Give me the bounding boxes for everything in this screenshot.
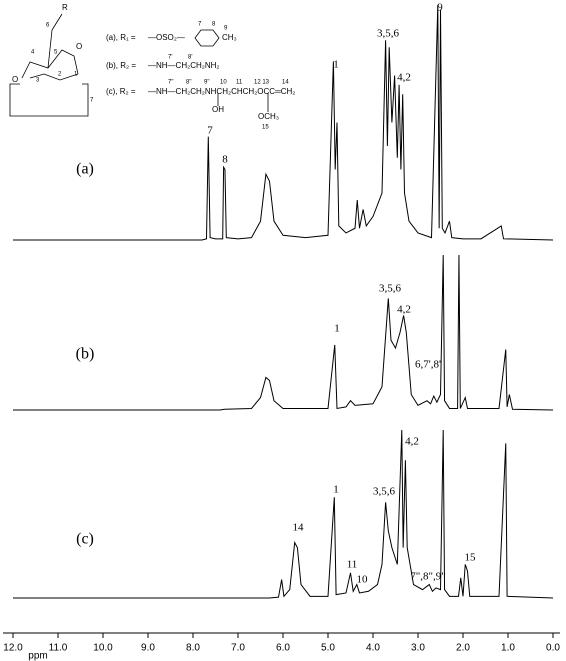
x-tick-label: 3.0 [411,643,425,654]
inset-text: 4 [31,50,35,56]
x-tick-label: 1.0 [501,643,515,654]
inset-text: (c), R₂ = [106,87,136,96]
inset-text: 7 [198,22,202,28]
inset-text: 9" [204,80,209,86]
inset-text: 8' [188,55,192,61]
inset-text: OH [212,105,224,114]
spectrum-line [13,4,554,241]
inset-text: (b), R₂ = [106,61,136,70]
inset-text: 11 [236,80,243,86]
bond [51,13,63,31]
peak-label: 9 [437,2,443,14]
peak-label: 6,7',8' [415,359,441,371]
inset-labels: R 6 5 4 O O 3 2 1 7 (a), R₁ = —OSO₂— CH₃… [12,3,295,130]
inset-text: 7' [168,55,172,61]
peak-label: 8 [222,154,228,166]
structure-inset [9,13,269,117]
x-tick-label: 10.0 [93,643,113,654]
inset-text: 5 [54,50,58,56]
x-tick-label: 8.0 [186,643,200,654]
x-tick-label: 9.0 [141,643,155,654]
inset-text: —NH—CH₂CH₂NHCH₂CHCH₂OCC═CH₂ [148,87,295,96]
peak-label: 10 [357,574,369,586]
inset-text: 3 [36,78,40,84]
peak-label: 11 [347,559,358,571]
inset-text: 10 [220,80,227,86]
inset-text: R [62,3,68,12]
inset-text: 14 [282,80,289,86]
panel-label: (b) [76,346,95,363]
inset-text: 8" [186,80,191,86]
inset-text: O [12,75,18,84]
peak-label: 15 [465,552,477,564]
inset-text: 1 [74,72,78,78]
panel-label: (c) [76,531,94,548]
peak-label: 1 [333,59,339,71]
inset-text: 2 [58,72,62,78]
x-axis-label: ppm [28,651,47,661]
inset-text: 12 13 [254,80,270,86]
peak-label: 4,2 [397,72,411,84]
peak-label: 14 [293,522,305,534]
x-tick-label: 12.0 [3,643,23,654]
x-tick-label: 11.0 [49,643,68,654]
inset-text: CH₃ [222,33,237,42]
benzene-ring [194,29,220,47]
inset-text: 9 [224,26,228,32]
x-tick-label: 4.0 [366,643,380,654]
peak-label: 1 [334,323,340,335]
inset-text: 6 [46,23,50,29]
bond [47,29,53,69]
peak-label: 7 [207,125,213,137]
inset-text: 7 [90,98,94,104]
bracket [9,83,89,117]
peak-label: 3,5,6 [373,486,396,498]
inset-text: OCH₃ [258,112,279,121]
inset-text: 8 [212,22,216,28]
inset-text: 7" [168,80,173,86]
peak-label: 7",8",9" [410,571,445,583]
ring-bonds [21,49,79,81]
inset-text: —OSO₂— [148,33,185,42]
x-tick-label: 2.0 [456,643,470,654]
peak-label: 3,5,6 [377,28,400,40]
inset-text: 15 [262,125,269,131]
peak-label: 1 [333,484,339,496]
x-tick-label: 7.0 [231,643,245,654]
x-tick-label: 5.0 [321,643,335,654]
inset-text: (a), R₁ = [106,33,136,42]
spectrum-line [13,429,554,599]
panel-label: (a) [76,161,94,178]
x-tick-label: 0.0 [546,643,560,654]
spectrum-line [13,254,554,411]
inset-text: O [76,42,82,51]
peak-label: 3,5,6 [379,283,402,295]
peak-label: 4,2 [397,304,411,316]
peak-label: 4,2 [405,436,419,448]
x-tick-label: 6.0 [276,643,290,654]
inset-text: —NH—CH₂CH₂NH₂ [148,61,220,70]
